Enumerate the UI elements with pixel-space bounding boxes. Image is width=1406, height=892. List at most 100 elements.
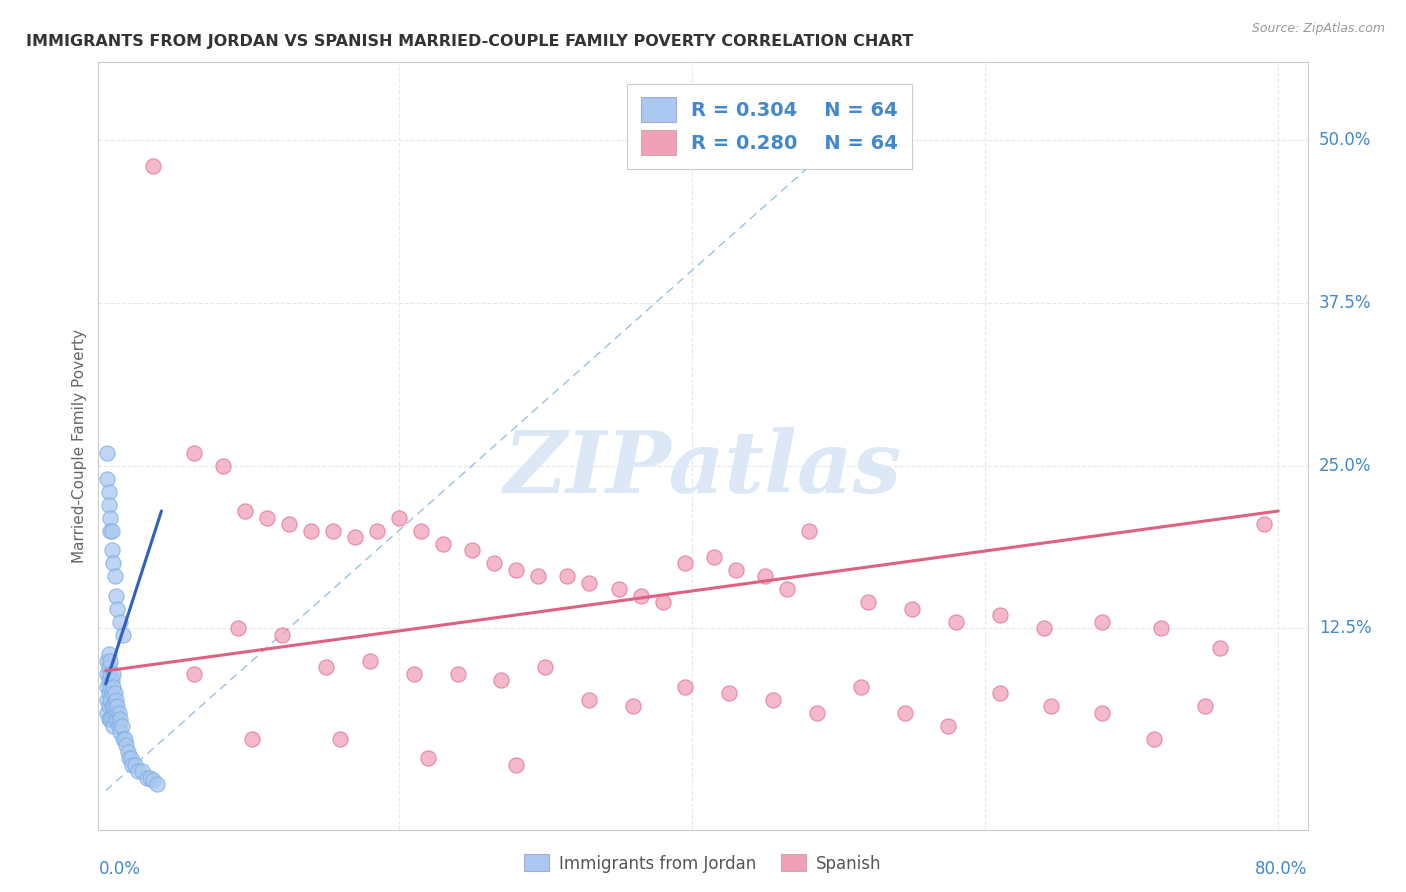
Point: [98, 666, 121, 681]
Point: [112, 627, 135, 641]
Point: [505, 757, 527, 772]
Point: [96, 680, 118, 694]
Point: [100, 699, 122, 714]
Point: [120, 751, 142, 765]
Point: [97, 484, 120, 499]
Point: [107, 601, 129, 615]
Point: [1040, 699, 1063, 714]
Legend: Immigrants from Jordan, Spanish: Immigrants from Jordan, Spanish: [517, 847, 889, 880]
Point: [107, 699, 129, 714]
Point: [100, 686, 122, 700]
Point: [101, 666, 124, 681]
Point: [114, 731, 136, 746]
Point: [96, 666, 118, 681]
Point: [402, 666, 425, 681]
Point: [1032, 621, 1054, 635]
Point: [100, 712, 122, 726]
Point: [366, 524, 388, 538]
Point: [97, 699, 120, 714]
Point: [409, 524, 432, 538]
Point: [651, 595, 673, 609]
Point: [893, 706, 915, 720]
Point: [98, 692, 121, 706]
Point: [1091, 706, 1114, 720]
Point: [717, 686, 740, 700]
Point: [849, 680, 872, 694]
Point: [1194, 699, 1216, 714]
Point: [527, 569, 550, 583]
Point: [103, 699, 125, 714]
Point: [121, 757, 143, 772]
Point: [111, 718, 134, 732]
Point: [142, 160, 165, 174]
Point: [945, 615, 967, 629]
Point: [101, 680, 124, 694]
Point: [98, 680, 121, 694]
Point: [212, 458, 235, 473]
Point: [103, 569, 125, 583]
Point: [299, 524, 322, 538]
Point: [105, 589, 128, 603]
Point: [97, 712, 120, 726]
Point: [578, 692, 600, 706]
Point: [101, 699, 124, 714]
Point: [988, 607, 1011, 622]
Point: [806, 706, 828, 720]
Point: [270, 627, 292, 641]
Point: [988, 686, 1011, 700]
Point: [124, 757, 146, 772]
Point: [578, 575, 600, 590]
Point: [278, 516, 301, 531]
Point: [100, 543, 122, 558]
Point: [315, 660, 337, 674]
Text: ZIPatlas: ZIPatlas: [503, 427, 903, 511]
Point: [901, 601, 924, 615]
Point: [446, 666, 468, 681]
Point: [96, 706, 118, 720]
Point: [146, 777, 169, 791]
Point: [1253, 516, 1275, 531]
Point: [630, 589, 652, 603]
Text: 37.5%: 37.5%: [1319, 294, 1371, 312]
Point: [482, 556, 505, 570]
Point: [97, 660, 120, 674]
Point: [101, 718, 124, 732]
Point: [1208, 640, 1230, 655]
Text: 25.0%: 25.0%: [1319, 457, 1371, 475]
Point: [107, 712, 129, 726]
Point: [131, 764, 153, 778]
Point: [100, 524, 122, 538]
Point: [135, 771, 157, 785]
Text: IMMIGRANTS FROM JORDAN VS SPANISH MARRIED-COUPLE FAMILY POVERTY CORRELATION CHAR: IMMIGRANTS FROM JORDAN VS SPANISH MARRIE…: [25, 34, 912, 49]
Point: [105, 692, 128, 706]
Point: [142, 773, 165, 788]
Point: [621, 699, 644, 714]
Point: [505, 562, 527, 576]
Point: [703, 549, 725, 564]
Point: [673, 556, 696, 570]
Text: 12.5%: 12.5%: [1319, 619, 1371, 637]
Legend: R = 0.304    N = 64, R = 0.280    N = 64: R = 0.304 N = 64, R = 0.280 N = 64: [627, 84, 912, 169]
Point: [96, 654, 118, 668]
Point: [110, 725, 132, 739]
Point: [226, 621, 249, 635]
Point: [98, 524, 121, 538]
Point: [762, 692, 785, 706]
Point: [1091, 615, 1114, 629]
Point: [754, 569, 776, 583]
Point: [461, 543, 484, 558]
Point: [103, 686, 125, 700]
Point: [108, 718, 131, 732]
Point: [938, 718, 960, 732]
Point: [557, 569, 579, 583]
Point: [233, 504, 256, 518]
Point: [1150, 621, 1173, 635]
Point: [98, 510, 121, 524]
Point: [856, 595, 879, 609]
Point: [117, 745, 139, 759]
Point: [329, 731, 352, 746]
Point: [240, 731, 263, 746]
Point: [1143, 731, 1166, 746]
Point: [256, 510, 278, 524]
Point: [799, 524, 821, 538]
